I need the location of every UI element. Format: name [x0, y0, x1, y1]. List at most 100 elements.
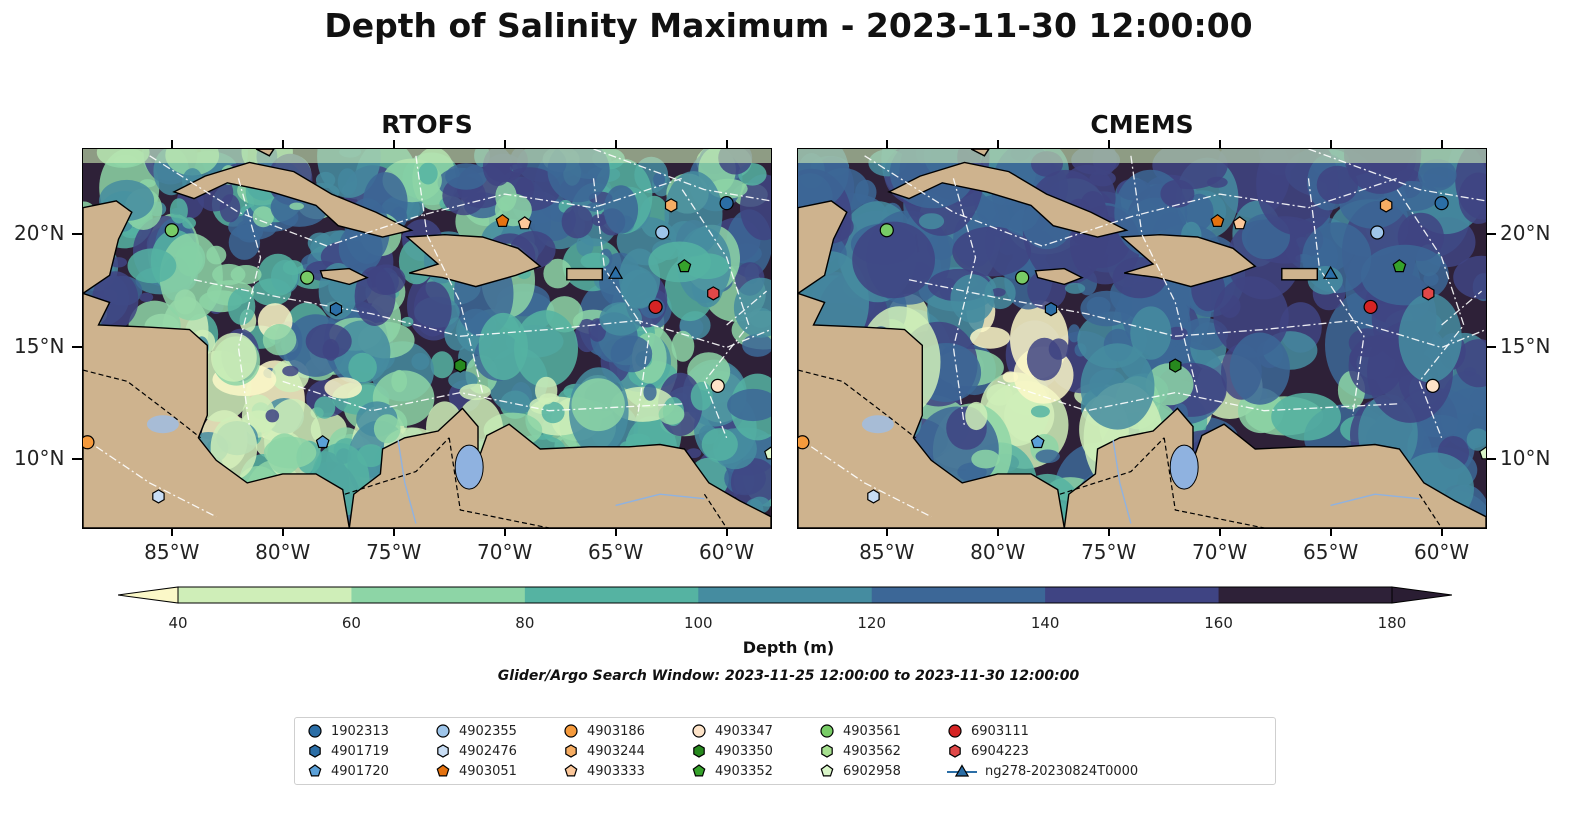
legend-item: 4902355	[435, 722, 517, 740]
eez-boundary	[1308, 149, 1486, 202]
x-tick-mark	[725, 140, 728, 148]
panel-title-rtofs: RTOFS	[381, 110, 473, 139]
y-tick-label-right: 10°N	[1500, 446, 1551, 471]
legend-item: 4901720	[307, 762, 389, 780]
obs-4903347	[710, 378, 725, 393]
eez-boundary	[1441, 290, 1483, 326]
puerto-rico-landmass	[566, 267, 603, 281]
map-cmems	[797, 148, 1487, 529]
x-tick-label: 70°W	[477, 540, 533, 564]
colorbar-segment	[871, 587, 1046, 603]
obs-4903347	[1425, 378, 1440, 393]
obs-4901720	[1030, 435, 1045, 449]
lake-nicaragua	[146, 415, 179, 434]
x-tick-label: 60°W	[1413, 540, 1470, 564]
central-america-landmass	[83, 292, 351, 528]
colorbar-segment	[698, 587, 873, 603]
river	[397, 439, 417, 524]
legend-label: 4903244	[587, 743, 645, 759]
legend-hexagon-icon	[437, 744, 449, 758]
eez-boundary	[237, 178, 262, 427]
obs-4903350	[1169, 358, 1182, 373]
legend-marker-hexagon	[821, 744, 833, 758]
figure-title: Depth of Salinity Maximum - 2023-11-30 1…	[324, 6, 1253, 45]
cuba-landmass	[172, 161, 414, 238]
search-window-caption: Glider/Argo Search Window: 2023-11-25 12…	[497, 668, 1080, 684]
legend-marker-circle	[820, 724, 834, 738]
legend-label: 4901720	[331, 763, 389, 779]
legend-marker-pentagon	[692, 764, 706, 777]
x-tick-mark	[392, 140, 395, 148]
legend-circle-icon	[820, 724, 834, 738]
yucatan-landmass	[83, 200, 133, 295]
eez-boundary	[1396, 189, 1465, 439]
obs-6902958	[1479, 446, 1486, 460]
x-tick-label: 60°W	[698, 540, 755, 564]
legend-item: 4903350	[691, 742, 773, 760]
x-tick-mark	[503, 140, 506, 148]
x-tick-label: 65°W	[1303, 540, 1359, 564]
x-tick-mark	[996, 528, 999, 536]
legend-label: 4903186	[587, 723, 645, 739]
x-tick-mark	[885, 140, 888, 148]
legend-triangle-icon	[954, 764, 970, 777]
obs-4902355	[655, 225, 670, 240]
legend-item: 6903111	[947, 722, 1029, 740]
legend-item: 4903352	[691, 762, 773, 780]
legend-circle-icon	[692, 724, 706, 738]
y-tick-mark	[72, 345, 82, 348]
obs-4903561	[1015, 270, 1030, 285]
y-tick-label-right: 15°N	[1500, 333, 1551, 358]
legend-item: 4901719	[307, 742, 389, 760]
eez-boundary	[952, 178, 977, 427]
south-america-landmass	[348, 407, 771, 528]
eez-boundary	[593, 149, 771, 202]
lake-nicaragua	[861, 415, 894, 434]
obs-4903352	[677, 259, 692, 273]
x-tick-mark	[281, 140, 284, 148]
colorbar-segment	[178, 587, 352, 603]
obs-4903244	[1379, 198, 1393, 213]
x-tick-mark	[503, 528, 506, 536]
legend-label: 4901719	[331, 743, 389, 759]
legend-item: 4903347	[691, 722, 773, 740]
x-tick-label: 80°W	[970, 540, 1026, 564]
river	[1112, 439, 1132, 524]
legend-item: 6902958	[819, 762, 901, 780]
lake-maracaibo	[454, 444, 484, 490]
y-tick-mark	[72, 458, 82, 461]
eez-boundary	[1130, 155, 1199, 393]
country-border	[1418, 493, 1443, 528]
x-tick-label: 70°W	[1192, 540, 1248, 564]
legend-item: 4903244	[563, 742, 645, 760]
colorbar-tick-label: 80	[515, 614, 535, 632]
obs-4901720	[315, 435, 330, 449]
cuba-landmass	[887, 161, 1129, 238]
legend-marker-circle	[564, 724, 578, 738]
obs-4903244	[664, 198, 678, 213]
country-border	[1163, 437, 1265, 528]
legend-marker-circle	[692, 724, 706, 738]
obs-4903352	[1392, 259, 1407, 273]
colorbar-extend-low	[118, 586, 179, 604]
x-tick-mark	[1107, 528, 1110, 536]
jamaica-landmass	[1034, 267, 1084, 286]
obs-4903561	[879, 223, 894, 238]
y-tick-label-right: 20°N	[1500, 220, 1551, 245]
eez-boundary	[908, 279, 1486, 349]
obs-4903333	[1232, 216, 1247, 230]
legend-pentagon-icon	[308, 764, 322, 777]
puerto-rico-landmass	[1281, 267, 1318, 281]
obs-4903186	[83, 435, 95, 450]
x-tick-label: 75°W	[1081, 540, 1137, 564]
lake-maracaibo	[1169, 444, 1199, 490]
legend: 1902313 4901719 4901720 4902355 4902476 49030…	[294, 717, 1276, 785]
legend-label: 6902958	[843, 763, 901, 779]
colorbar-tick-label: 40	[168, 614, 188, 632]
colorbar-segment	[524, 587, 699, 603]
legend-label: 4903352	[715, 763, 773, 779]
x-tick-mark	[1440, 140, 1443, 148]
legend-hexagon-icon	[949, 744, 961, 758]
legend-hexagon-icon	[821, 744, 833, 758]
x-tick-mark	[392, 528, 395, 536]
